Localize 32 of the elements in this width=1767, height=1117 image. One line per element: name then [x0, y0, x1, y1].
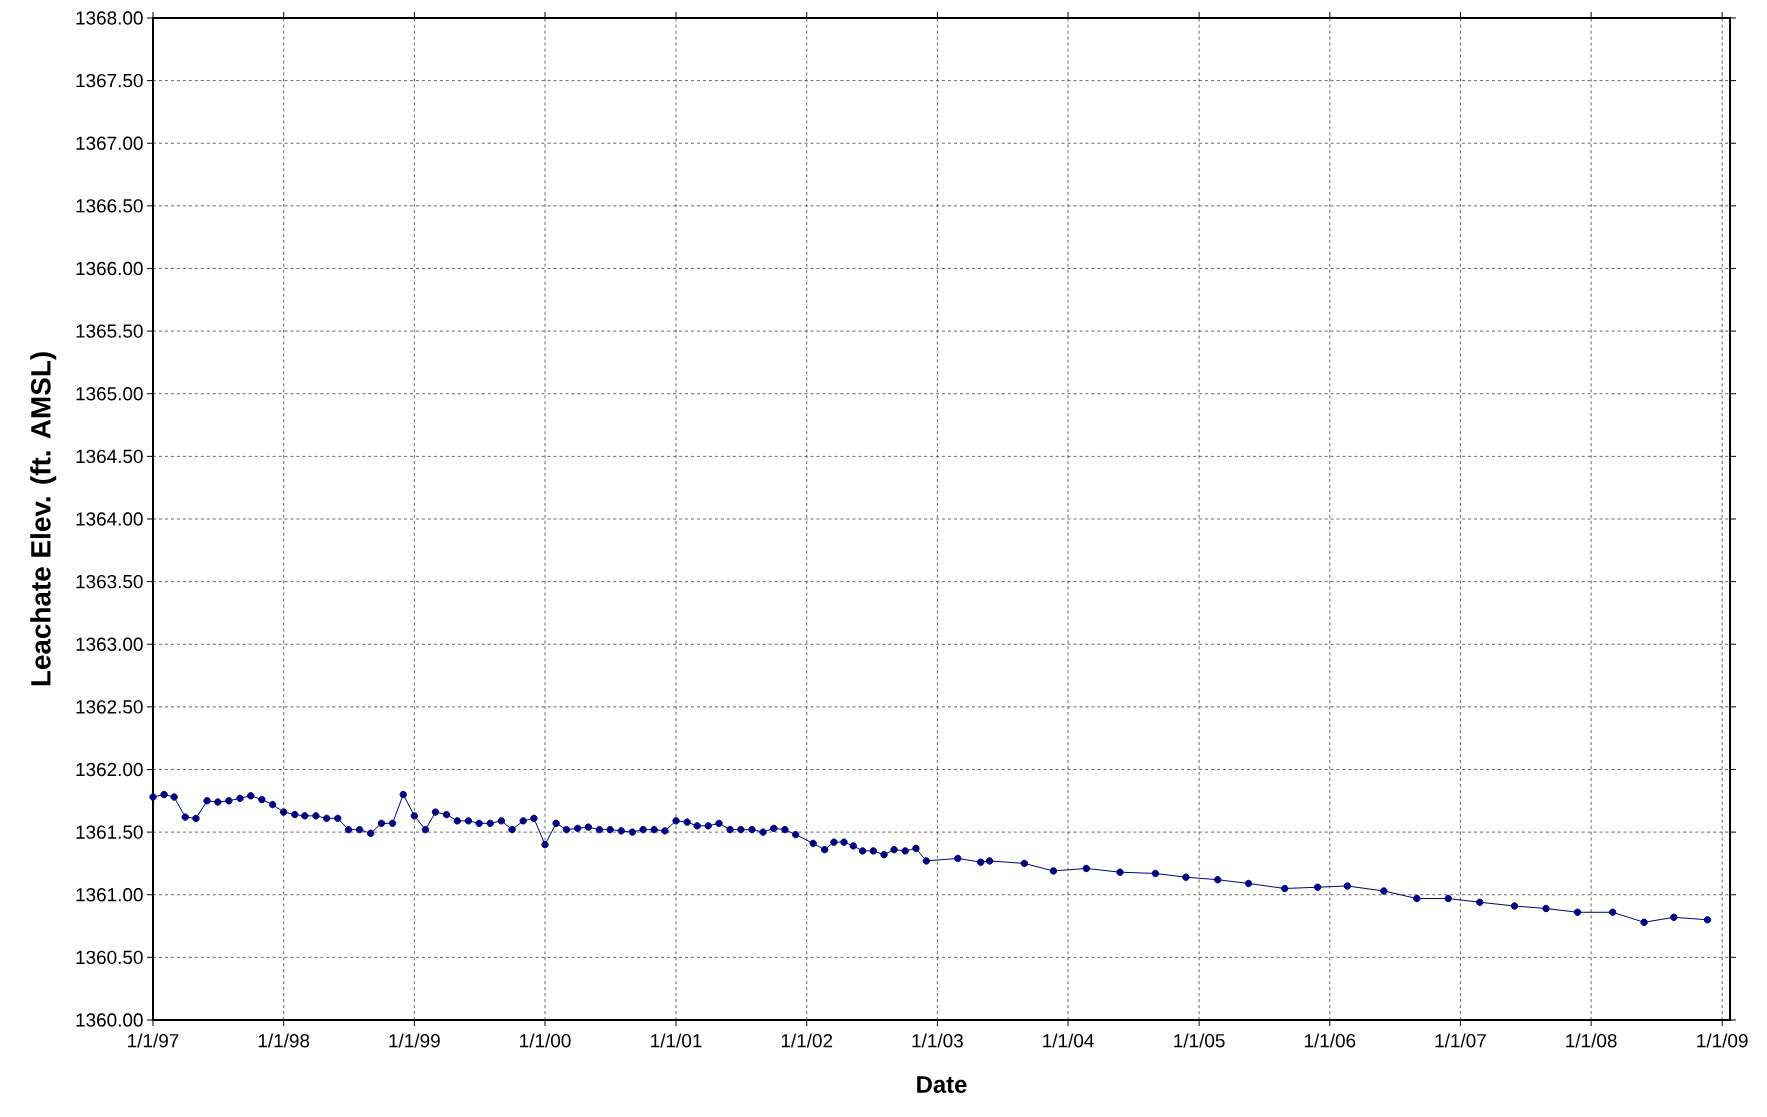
- y-tick-label: 1363.50: [76, 574, 143, 589]
- y-tick-label: 1366.00: [76, 261, 143, 276]
- y-tick-label: 1367.00: [76, 136, 143, 150]
- y-tick-label: 1368.00: [76, 11, 143, 25]
- y-tick-label: 1365.00: [76, 387, 143, 401]
- y-axis-title: Leachate Elev. (ft. AMSL): [30, 352, 57, 686]
- y-tick-label: 1363.00: [76, 637, 143, 651]
- y-tick-label: 1366.50: [76, 199, 143, 213]
- x-tick-label: 1/1/07: [1435, 1033, 1486, 1048]
- x-tick-label: 1/1/04: [1043, 1033, 1094, 1048]
- x-tick-label: 1/1/98: [258, 1033, 310, 1048]
- y-tick-label: 1362.00: [76, 762, 143, 777]
- y-tick-label: 1360.50: [76, 950, 143, 965]
- y-tick-label: 1362.50: [76, 700, 143, 714]
- y-tick-label: 1367.50: [76, 73, 143, 88]
- y-tick-label: 1360.00: [76, 1013, 143, 1027]
- x-tick-label: 1/1/03: [912, 1033, 963, 1048]
- x-tick-label: 1/1/05: [1174, 1033, 1225, 1048]
- y-tick-label: 1365.50: [76, 324, 143, 338]
- x-tick-label: 1/1/02: [781, 1033, 833, 1048]
- y-tick-label: 1364.50: [76, 449, 143, 464]
- x-tick-label: 1/1/01: [651, 1033, 702, 1048]
- y-tick-label: 1364.00: [76, 512, 143, 526]
- x-tick-label: 1/1/99: [389, 1033, 440, 1048]
- x-tick-label: 1/1/06: [1304, 1033, 1356, 1048]
- x-tick-label: 1/1/00: [520, 1033, 571, 1048]
- y-tick-label: 1361.00: [76, 888, 143, 902]
- x-tick-label: 1/1/97: [128, 1033, 179, 1048]
- x-tick-label: 1/1/09: [1697, 1033, 1748, 1048]
- x-axis-title: Date: [917, 1076, 967, 1093]
- x-tick-label: 1/1/08: [1566, 1033, 1617, 1048]
- y-tick-label: 1361.50: [76, 825, 143, 839]
